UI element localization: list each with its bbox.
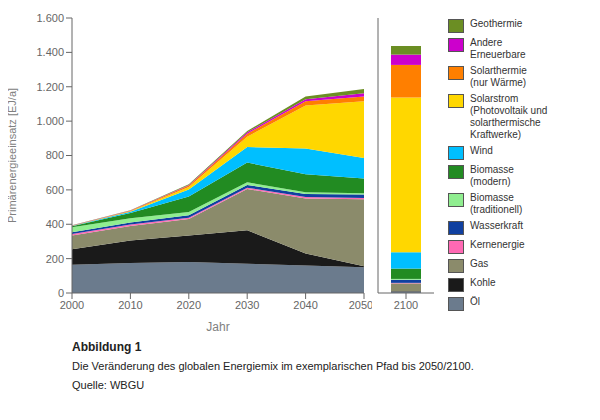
html-text:Öl: Öl [470,296,480,307]
svg-text:800: 800 [46,149,64,161]
svg-text:0: 0 [58,287,64,299]
html-text:Die Veränderung des globalen E: Die Veränderung des globalen Energiemix … [72,360,474,372]
svg-text:1.600: 1.600 [36,12,64,24]
html-text:Solarstrom (Photovoltaik und s: Solarstrom (Photovoltaik und solarthermi… [470,93,548,140]
svg-text:2100: 2100 [394,299,418,311]
svg-text:2000: 2000 [60,299,84,311]
html-text:Kernenergie: Kernenergie [470,239,525,250]
html-text:Biomasse (modern): Biomasse (modern) [470,164,514,187]
svg-text:2020: 2020 [177,299,201,311]
svg-text:400: 400 [46,218,64,230]
svg-text:200: 200 [46,253,64,265]
html-text:Geothermie: Geothermie [470,18,523,29]
svg-text:Jahr: Jahr [206,320,229,333]
html-text:Solarthermie (nur Wärme): Solarthermie (nur Wärme) [470,65,527,88]
svg-text:2010: 2010 [118,299,142,311]
svg-text:1.200: 1.200 [36,81,64,93]
svg-text:2030: 2030 [235,299,259,311]
html-text:Abbildung 1: Abbildung 1 [72,340,142,354]
html-text:Quelle: WBGU: Quelle: WBGU [72,379,145,391]
svg-text:Primärenergieeinsatz [EJ/a]: Primärenergieeinsatz [EJ/a] [8,88,18,223]
html-text:Andere Erneuerbare: Andere Erneuerbare [470,37,526,60]
svg-text:600: 600 [46,184,64,196]
svg-text:2050: 2050 [349,299,372,311]
html-text:Wind: Wind [470,145,493,156]
svg-text:2040: 2040 [293,299,317,311]
html-text:Kohle: Kohle [470,277,496,288]
html-text:Wasserkraft: Wasserkraft [470,220,523,231]
svg-text:1.000: 1.000 [36,115,64,127]
html-text:Biomasse (traditionell): Biomasse (traditionell) [470,192,523,215]
html-text:Gas: Gas [470,258,489,269]
svg-text:1.400: 1.400 [36,46,64,58]
